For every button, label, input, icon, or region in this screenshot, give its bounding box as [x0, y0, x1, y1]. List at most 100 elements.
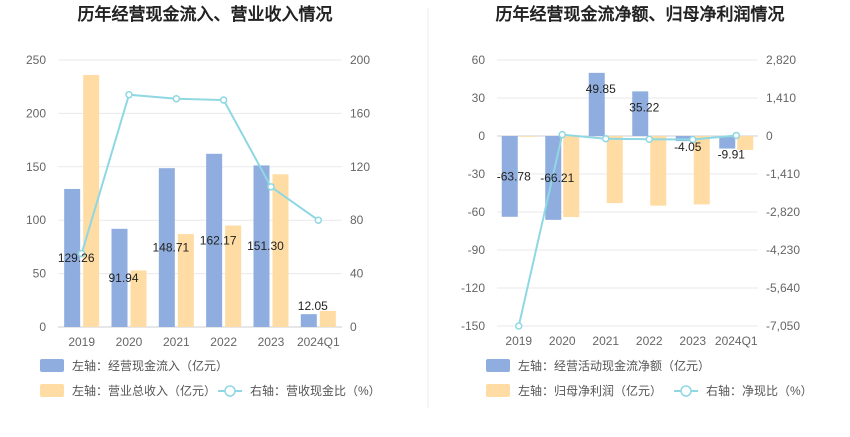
x-axis-tick: 2020	[549, 334, 576, 348]
right-axis-tick: 200	[350, 53, 370, 67]
x-axis-tick: 2020	[116, 335, 143, 349]
primary-bar	[632, 91, 649, 136]
primary-bar	[206, 153, 223, 327]
left-axis-tick: 50	[33, 267, 47, 281]
secondary-bar	[130, 270, 147, 327]
left-axis-tick: -90	[468, 243, 486, 257]
x-axis-tick: 2024Q1	[297, 335, 340, 349]
right-axis-tick: 160	[350, 106, 370, 120]
x-axis-tick: 2019	[505, 334, 532, 348]
bar-data-label: 151.30	[247, 239, 284, 253]
primary-bar	[588, 72, 605, 136]
bar-data-label: -9.91	[718, 148, 746, 162]
bar-data-label: 12.05	[298, 299, 328, 313]
right-axis-tick: -7,050	[766, 319, 800, 333]
left-axis-tick: 100	[26, 213, 46, 227]
bar-data-label: 91.94	[108, 271, 138, 285]
legend-line-marker	[224, 385, 236, 397]
primary-bar	[501, 136, 518, 217]
legend-label: 左轴：营业总收入（亿元）	[72, 383, 216, 398]
ratio-point	[267, 183, 275, 191]
right-axis-tick: 120	[350, 160, 370, 174]
secondary-bar	[225, 225, 242, 327]
secondary-bar	[650, 136, 667, 206]
x-axis-tick: 2023	[679, 334, 706, 348]
x-axis-tick: 2021	[592, 334, 619, 348]
ratio-point	[172, 94, 181, 103]
legend-swatch	[486, 359, 510, 372]
left-axis-tick: 150	[26, 160, 46, 174]
primary-bar	[719, 136, 736, 149]
x-axis-tick: 2019	[68, 335, 95, 349]
legend-swatch	[40, 359, 64, 372]
secondary-bar	[272, 174, 289, 327]
ratio-line	[80, 93, 319, 254]
legend-line-marker	[680, 385, 692, 397]
right-axis-tick: 80	[350, 213, 364, 227]
left-axis-tick: -30	[468, 167, 486, 181]
bar-data-label: -66.21	[540, 171, 574, 185]
secondary-bar	[737, 136, 754, 150]
bar-data-label: -4.05	[674, 140, 702, 154]
ratio-point	[515, 322, 523, 330]
secondary-bar	[693, 136, 710, 205]
legend-swatch	[486, 384, 510, 397]
chart-panel-2: 历年经营现金流净额、归母净利润情况 -150 -120 -90 -60 -30 0 30 60 -…	[461, 4, 813, 398]
legend-label: 左轴：归母净利润（亿元）	[518, 383, 662, 398]
right-axis-tick: -1,410	[766, 167, 800, 181]
x-axis-tick: 2022	[636, 334, 663, 348]
chart-title: 历年经营现金流入、营业收入情况	[78, 4, 333, 24]
bar-data-label: 148.71	[152, 241, 189, 255]
left-axis-tick: 30	[472, 91, 486, 105]
left-axis-tick: 250	[26, 53, 46, 67]
x-axis-tick: 2023	[258, 335, 285, 349]
right-axis-tick: 1,410	[766, 91, 796, 105]
ratio-point	[314, 216, 323, 224]
left-axis-tick: -120	[461, 281, 485, 295]
ratio-point	[602, 134, 610, 143]
primary-bar	[300, 314, 317, 327]
ratio-point	[558, 130, 566, 139]
legend-label: 左轴：经营现金流入（亿元）	[72, 358, 228, 373]
bar-data-label: -63.78	[497, 169, 531, 183]
secondary-bar	[519, 136, 536, 137]
ratio-point	[219, 96, 228, 104]
ratio-point	[645, 135, 653, 143]
ratio-point	[125, 90, 133, 99]
x-axis-tick: 2021	[163, 335, 190, 349]
legend-label: 左轴：经营活动现金流净额（亿元）	[518, 358, 710, 373]
primary-bar	[253, 165, 270, 327]
legend-swatch	[40, 384, 64, 397]
left-axis-tick: 0	[39, 320, 46, 334]
bar-data-label: 35.22	[629, 100, 659, 114]
ratio-point	[689, 135, 697, 144]
secondary-bar	[563, 136, 580, 218]
x-axis-tick: 2024Q1	[715, 334, 758, 348]
right-axis-tick: 2,820	[766, 53, 796, 67]
primary-bar	[111, 228, 128, 327]
secondary-bar	[319, 310, 336, 327]
x-axis-tick: 2022	[210, 335, 237, 349]
left-axis-tick: 200	[26, 106, 46, 120]
left-axis-tick: 0	[478, 129, 485, 143]
right-axis-tick: -4,230	[766, 243, 800, 257]
legend-label: 右轴：净现比（%）	[706, 383, 813, 398]
chart-title: 历年经营现金流净额、归母净利润情况	[496, 4, 785, 24]
left-axis-tick: 60	[472, 53, 486, 67]
chart-panel-1: 历年经营现金流入、营业收入情况 0 50 100 150 200 250 0 40 80 120 16…	[26, 4, 381, 398]
secondary-bar	[177, 234, 194, 327]
ratio-point	[732, 131, 740, 140]
left-axis-tick: -60	[468, 205, 486, 219]
bar-data-label: 49.85	[586, 82, 616, 96]
bar-data-label: 162.17	[200, 233, 237, 247]
legend-label: 右轴：营收现金比（%）	[250, 383, 381, 398]
secondary-bar	[83, 74, 100, 328]
right-axis-tick: 0	[350, 320, 357, 334]
ratio-line	[517, 133, 737, 327]
primary-bar	[158, 168, 175, 327]
right-axis-tick: 0	[766, 129, 773, 143]
bar-data-label: 129.26	[58, 251, 95, 265]
right-axis-tick: 40	[350, 267, 364, 281]
